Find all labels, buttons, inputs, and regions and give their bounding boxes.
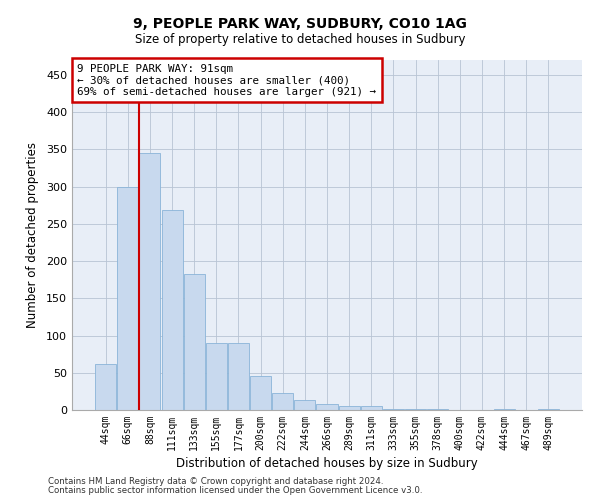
Bar	[95, 364, 116, 410]
Bar	[338, 406, 359, 410]
Bar	[316, 404, 338, 410]
Y-axis label: Number of detached properties: Number of detached properties	[26, 142, 39, 328]
Bar	[272, 393, 293, 410]
Bar	[161, 210, 182, 410]
Bar	[250, 376, 271, 410]
Bar	[361, 406, 382, 410]
Text: 9, PEOPLE PARK WAY, SUDBURY, CO10 1AG: 9, PEOPLE PARK WAY, SUDBURY, CO10 1AG	[133, 18, 467, 32]
Bar	[139, 153, 160, 410]
Bar	[184, 274, 205, 410]
X-axis label: Distribution of detached houses by size in Sudbury: Distribution of detached houses by size …	[176, 457, 478, 470]
Bar	[118, 186, 139, 410]
Text: 9 PEOPLE PARK WAY: 91sqm
← 30% of detached houses are smaller (400)
69% of semi-: 9 PEOPLE PARK WAY: 91sqm ← 30% of detach…	[77, 64, 376, 96]
Text: Contains HM Land Registry data © Crown copyright and database right 2024.: Contains HM Land Registry data © Crown c…	[48, 477, 383, 486]
Text: Contains public sector information licensed under the Open Government Licence v3: Contains public sector information licen…	[48, 486, 422, 495]
Text: Size of property relative to detached houses in Sudbury: Size of property relative to detached ho…	[135, 32, 465, 46]
Bar	[206, 343, 227, 410]
Bar	[295, 400, 316, 410]
Bar	[228, 343, 249, 410]
